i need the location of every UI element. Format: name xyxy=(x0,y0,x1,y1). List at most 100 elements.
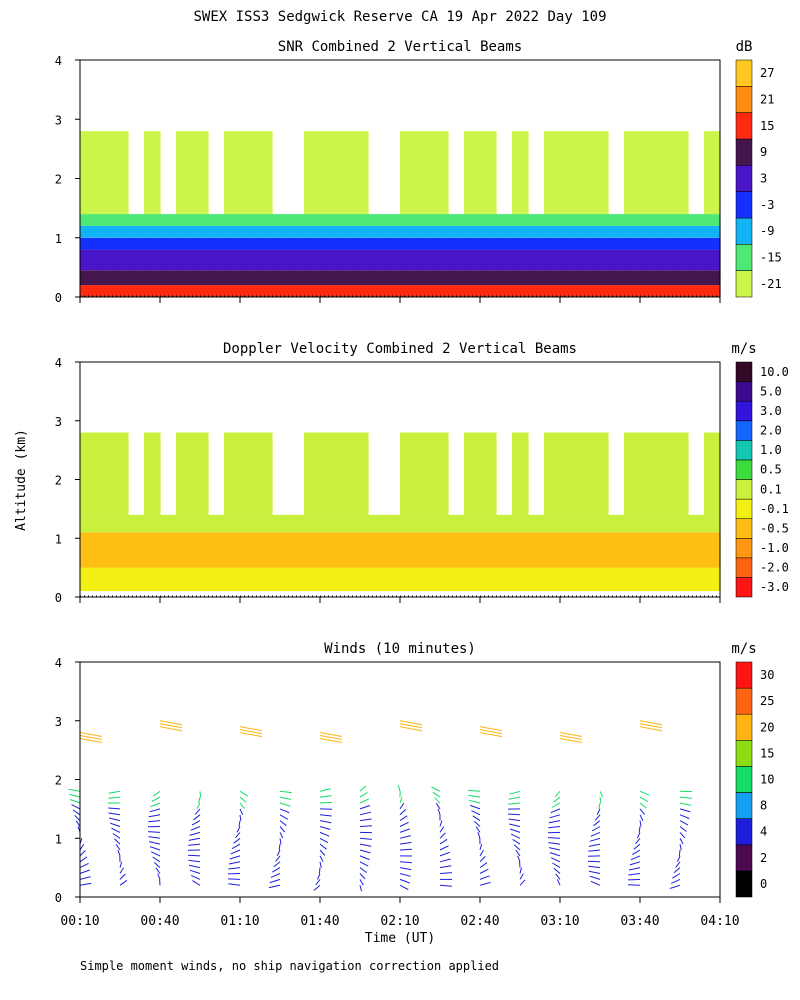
wind-barb xyxy=(114,838,121,845)
data-cell-snr xyxy=(96,214,113,226)
wind-barb xyxy=(399,802,405,810)
data-cell-snr xyxy=(608,225,625,238)
wind-barb xyxy=(559,735,583,740)
wind-barb xyxy=(149,846,161,851)
data-cell-snr xyxy=(256,285,273,297)
wind-barb xyxy=(239,814,242,821)
data-cell-snr xyxy=(640,249,657,271)
data-cell-snr xyxy=(608,285,625,297)
data-cell-snr xyxy=(592,131,609,214)
data-cell-doppler xyxy=(480,532,497,568)
wind-barb xyxy=(359,873,366,880)
colorbar-label: 2 xyxy=(760,851,767,865)
data-cell-snr xyxy=(160,237,177,250)
wind-barb xyxy=(112,833,121,839)
data-cell-snr xyxy=(624,214,641,226)
wind-barb xyxy=(119,873,126,880)
data-cell-snr xyxy=(272,249,289,271)
data-cell-snr xyxy=(96,285,113,297)
wind-barb xyxy=(519,867,522,874)
data-cell-doppler xyxy=(160,567,177,592)
wind-barb xyxy=(318,867,321,874)
data-cell-snr xyxy=(176,270,193,286)
data-cell-snr xyxy=(576,131,593,214)
wind-barb xyxy=(79,850,86,857)
x-axis-label: Time (UT) xyxy=(365,931,435,946)
wind-barb xyxy=(227,878,241,880)
wind-barb xyxy=(549,852,561,857)
data-cell-snr xyxy=(352,270,369,286)
data-cell-doppler xyxy=(128,567,145,592)
colorbar-segment xyxy=(735,538,753,559)
wind-barb xyxy=(313,884,321,891)
data-cell-snr xyxy=(704,285,721,297)
wind-barb xyxy=(437,808,441,815)
data-cell-snr xyxy=(528,214,545,226)
data-cell-doppler xyxy=(304,567,321,592)
data-cell-snr xyxy=(80,131,97,214)
wind-barb xyxy=(553,796,561,803)
data-cell-snr xyxy=(656,249,673,271)
wind-barb xyxy=(319,732,343,737)
wind-barb xyxy=(399,828,410,833)
wind-barb xyxy=(359,867,367,874)
colorbar-label: -0.1 xyxy=(760,502,789,516)
data-cell-doppler xyxy=(304,532,321,568)
data-cell-snr xyxy=(496,214,513,226)
wind-barb xyxy=(231,843,241,850)
data-cell-snr xyxy=(304,131,321,214)
data-cell-doppler xyxy=(448,514,465,533)
wind-barb xyxy=(587,860,601,863)
data-cell-doppler xyxy=(512,532,529,568)
colorbar-segment xyxy=(735,870,753,898)
wind-barb xyxy=(79,732,103,737)
wind-barb xyxy=(679,808,691,813)
data-cell-snr xyxy=(464,285,481,297)
wind-barb xyxy=(548,820,561,824)
colorbar-segment xyxy=(735,361,753,382)
wind-barb xyxy=(630,855,641,861)
wind-barb xyxy=(439,838,448,845)
data-cell-snr xyxy=(240,249,257,271)
wind-barb xyxy=(359,825,372,827)
wind-barb xyxy=(239,808,244,815)
data-cell-snr xyxy=(464,131,481,214)
data-cell-snr xyxy=(640,237,657,250)
colorbar-label: 15 xyxy=(760,746,774,760)
data-cell-snr xyxy=(288,214,305,226)
colorbar-label: 3 xyxy=(760,172,767,186)
wind-barb xyxy=(79,876,91,880)
data-cell-snr xyxy=(352,237,369,250)
data-cell-doppler xyxy=(240,567,257,592)
data-cell-doppler xyxy=(128,532,145,568)
wind-barb xyxy=(188,864,201,869)
data-cell-snr xyxy=(432,131,449,214)
wind-barb xyxy=(589,875,601,880)
colorbar-segment xyxy=(735,191,753,219)
y-tick-label: 2 xyxy=(55,774,62,788)
wind-barb xyxy=(108,796,121,799)
data-cell-doppler xyxy=(496,567,513,592)
wind-barb xyxy=(276,849,281,857)
data-cell-doppler xyxy=(192,432,209,515)
wind-barb xyxy=(319,738,343,743)
wind-barb xyxy=(190,826,201,831)
wind-barb xyxy=(508,796,521,800)
data-cell-doppler xyxy=(464,532,481,568)
data-cell-snr xyxy=(704,237,721,250)
wind-barb xyxy=(468,794,481,798)
data-cell-snr xyxy=(304,214,321,226)
wind-barb xyxy=(439,858,451,863)
data-cell-doppler xyxy=(528,567,545,592)
wind-barb xyxy=(675,861,681,868)
colorbar-label: 0.1 xyxy=(760,482,782,496)
data-cell-doppler xyxy=(464,432,481,515)
wind-barb xyxy=(399,720,423,726)
data-cell-doppler xyxy=(80,514,97,533)
y-tick-label: 3 xyxy=(55,715,62,729)
colorbar-label: 30 xyxy=(760,668,774,682)
data-cell-doppler xyxy=(256,432,273,515)
wind-barb xyxy=(593,820,601,827)
data-cell-doppler xyxy=(704,432,721,515)
colorbar-segment xyxy=(735,165,753,192)
